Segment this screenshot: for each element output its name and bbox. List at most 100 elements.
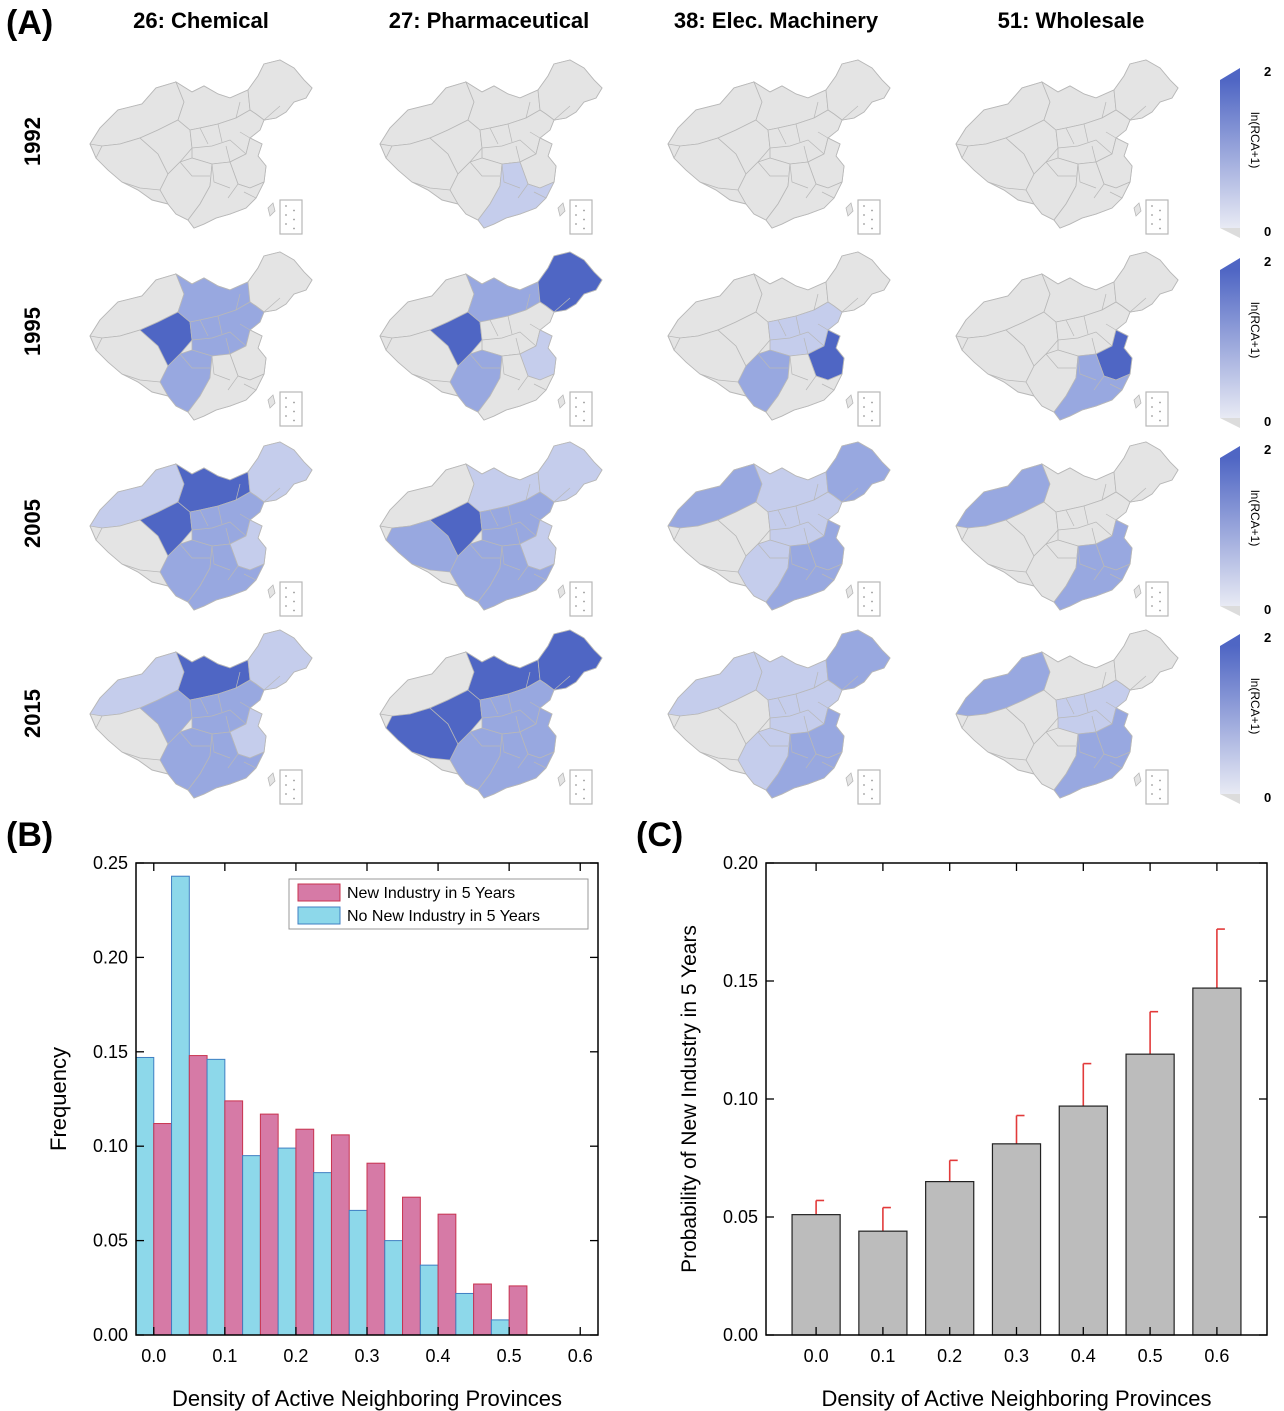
- y-tick-label: 0.20: [93, 947, 128, 967]
- bar-probability: [791, 1214, 841, 1336]
- y-axis-label: Probability of New Industry in 5 Years: [678, 925, 701, 1273]
- province-region-northeast: [1113, 441, 1179, 503]
- province-region-south: [187, 161, 265, 229]
- map-chemical-1995: [80, 250, 320, 435]
- map-column-pharmaceutical: 27: Pharmaceutical: [388, 8, 590, 33]
- colorbar-title: ln(RCA+1): [1248, 490, 1262, 547]
- bar-probability: [858, 1230, 908, 1336]
- bar-new-industry: [153, 1123, 173, 1336]
- x-tick-label: 0.3: [354, 1346, 379, 1366]
- colorbar-max-label: 2: [1264, 630, 1272, 645]
- province-region-northeast: [1113, 629, 1179, 691]
- south-china-sea-inset: [569, 391, 593, 427]
- south-china-sea-inset: [279, 391, 303, 427]
- map-pharmaceutical-1995: [370, 250, 610, 435]
- colorbar-max-label: 2: [1264, 442, 1272, 457]
- colorbar-max-label: 2: [1264, 64, 1272, 79]
- legend-entry: New Industry in 5 Years: [347, 885, 515, 902]
- x-axis-label: Density of Active Neighboring Provinces: [172, 1386, 562, 1411]
- province-region-south: [187, 543, 265, 611]
- bar-new-industry: [508, 1285, 528, 1336]
- y-tick-label: 0.25: [93, 853, 128, 873]
- south-china-sea-inset: [857, 391, 881, 427]
- province-region-northeast: [537, 441, 603, 503]
- province-region-northeast: [537, 629, 603, 691]
- x-tick-label: 0.4: [1071, 1346, 1096, 1366]
- province-region-south: [765, 731, 843, 799]
- bar-no-new-industry: [348, 1209, 368, 1336]
- panel-label-b: (B): [6, 816, 54, 854]
- bar-no-new-industry: [419, 1264, 439, 1336]
- province-region-south: [187, 353, 265, 421]
- colorbar-min-label: 0: [1264, 602, 1272, 617]
- province-region-northeast: [825, 441, 891, 503]
- south-china-sea-inset: [857, 769, 881, 805]
- panel-label-c: (C): [636, 816, 684, 854]
- map-row-1995: 1995: [20, 307, 45, 356]
- bar-no-new-industry: [313, 1172, 332, 1336]
- y-tick-label: 0.10: [723, 1089, 758, 1109]
- map-wholesale-2005: [946, 440, 1186, 625]
- south-china-sea-inset: [857, 581, 881, 617]
- y-tick-label: 0.05: [723, 1207, 758, 1227]
- province-region-south: [1053, 731, 1131, 799]
- y-tick-label: 0.05: [93, 1231, 128, 1251]
- legend: New Industry in 5 Years No New Industry i…: [288, 878, 589, 930]
- province-region-south: [477, 731, 555, 799]
- province-region-northeast: [537, 59, 603, 121]
- province-region-south: [765, 353, 843, 421]
- province-region-south: [477, 543, 555, 611]
- province-region-northeast: [825, 59, 891, 121]
- south-china-sea-inset: [279, 581, 303, 617]
- y-axis-label: Frequency: [46, 1047, 71, 1151]
- map-wholesale-2015: [946, 628, 1186, 813]
- x-tick-label: 0.6: [1204, 1346, 1229, 1366]
- map-row-2015: 2015: [20, 689, 45, 738]
- panel-label-a: (A): [6, 4, 54, 42]
- south-china-sea-inset: [1145, 391, 1169, 427]
- x-tick-label: 0.5: [497, 1346, 522, 1366]
- bar-no-new-industry: [490, 1319, 510, 1336]
- x-axis-label: Density of Active Neighboring Provinces: [821, 1386, 1211, 1411]
- bar-new-industry: [295, 1128, 315, 1336]
- colorbar-min-label: 0: [1264, 224, 1272, 239]
- colorbar-title: ln(RCA+1): [1248, 112, 1262, 169]
- bar-no-new-industry: [135, 1056, 155, 1336]
- bar-new-industry: [188, 1055, 208, 1336]
- province-region-south: [477, 161, 555, 229]
- x-tick-label: 0.2: [283, 1346, 308, 1366]
- province-region-northeast: [537, 251, 603, 313]
- bar-probability: [925, 1181, 975, 1336]
- province-region-south: [187, 731, 265, 799]
- y-tick-label: 0.20: [723, 853, 758, 873]
- map-chemical-1992: [80, 58, 320, 243]
- legend-entry: No New Industry in 5 Years: [347, 908, 540, 925]
- south-china-sea-inset: [569, 581, 593, 617]
- y-tick-label: 0.15: [93, 1042, 128, 1062]
- map-column-chemical: 26: Chemical: [133, 8, 269, 33]
- bar-probability: [991, 1143, 1042, 1336]
- bar-probability: [1058, 1105, 1108, 1336]
- legend-swatch: [297, 883, 341, 902]
- x-tick-label: 0.3: [1004, 1346, 1029, 1366]
- x-tick-label: 0.6: [568, 1346, 593, 1366]
- bar-probability: [1125, 1053, 1175, 1336]
- map-row-1992: 1992: [20, 117, 45, 166]
- bar-new-industry: [473, 1283, 492, 1336]
- south-china-sea-inset: [1145, 581, 1169, 617]
- x-tick-label: 0.5: [1138, 1346, 1163, 1366]
- colorbar-2005: 2 0 ln(RCA+1): [1214, 442, 1284, 619]
- province-region-northeast: [825, 251, 891, 313]
- map-pharmaceutical-2005: [370, 440, 610, 625]
- map-column-wholesale: 51: Wholesale: [997, 8, 1145, 33]
- map-chemical-2015: [80, 628, 320, 813]
- bar-new-industry: [402, 1196, 421, 1336]
- colorbar-2015: 2 0 ln(RCA+1): [1214, 630, 1284, 807]
- map-wholesale-1992: [946, 58, 1186, 243]
- province-region-south: [1053, 543, 1131, 611]
- map-wholesale-1995: [946, 250, 1186, 435]
- south-china-sea-inset: [569, 769, 593, 805]
- bar-new-industry: [366, 1162, 386, 1336]
- colorbar-min-label: 0: [1264, 414, 1272, 429]
- province-region-northeast: [247, 251, 313, 313]
